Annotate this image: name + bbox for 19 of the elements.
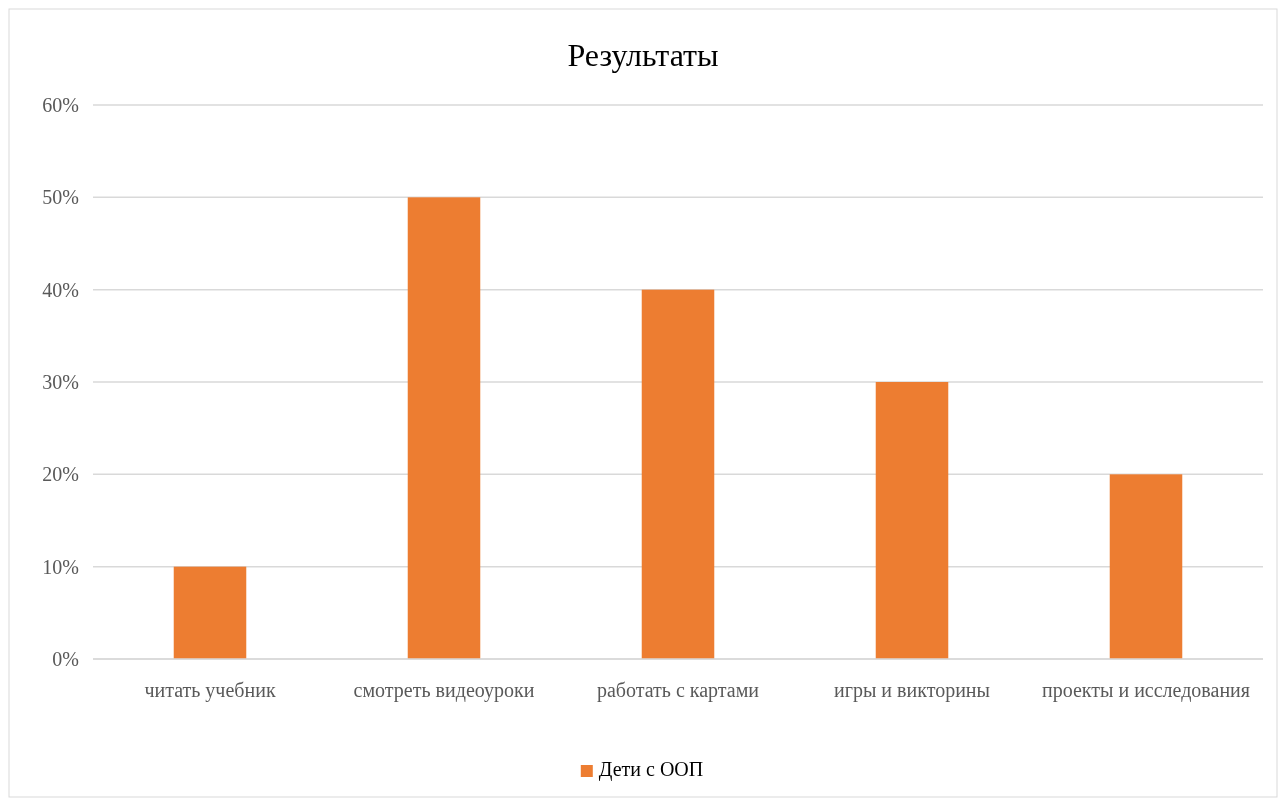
- bar: [407, 197, 481, 659]
- bar: [875, 382, 949, 659]
- y-tick-label: 20%: [42, 463, 79, 486]
- y-tick-label: 30%: [42, 371, 79, 393]
- bar: [1109, 474, 1183, 659]
- x-tick-label: смотреть видеоуроки: [353, 679, 535, 702]
- chart-title: Результаты: [567, 37, 719, 73]
- y-tick-label: 60%: [42, 94, 79, 116]
- y-tick-label: 50%: [42, 186, 79, 209]
- y-tick-label: 40%: [42, 278, 79, 301]
- x-tick-label: читать учебник: [144, 679, 276, 702]
- x-tick-label: проекты и исследования: [1041, 679, 1251, 702]
- x-tick-label: работать с картами: [596, 679, 760, 702]
- legend-label: Дети с ООП: [598, 758, 704, 781]
- x-tick-label: игры и викторины: [834, 679, 990, 702]
- bar: [173, 566, 247, 659]
- bar: [641, 289, 715, 659]
- y-tick-label: 10%: [42, 555, 79, 578]
- y-tick-label: 0%: [52, 648, 79, 670]
